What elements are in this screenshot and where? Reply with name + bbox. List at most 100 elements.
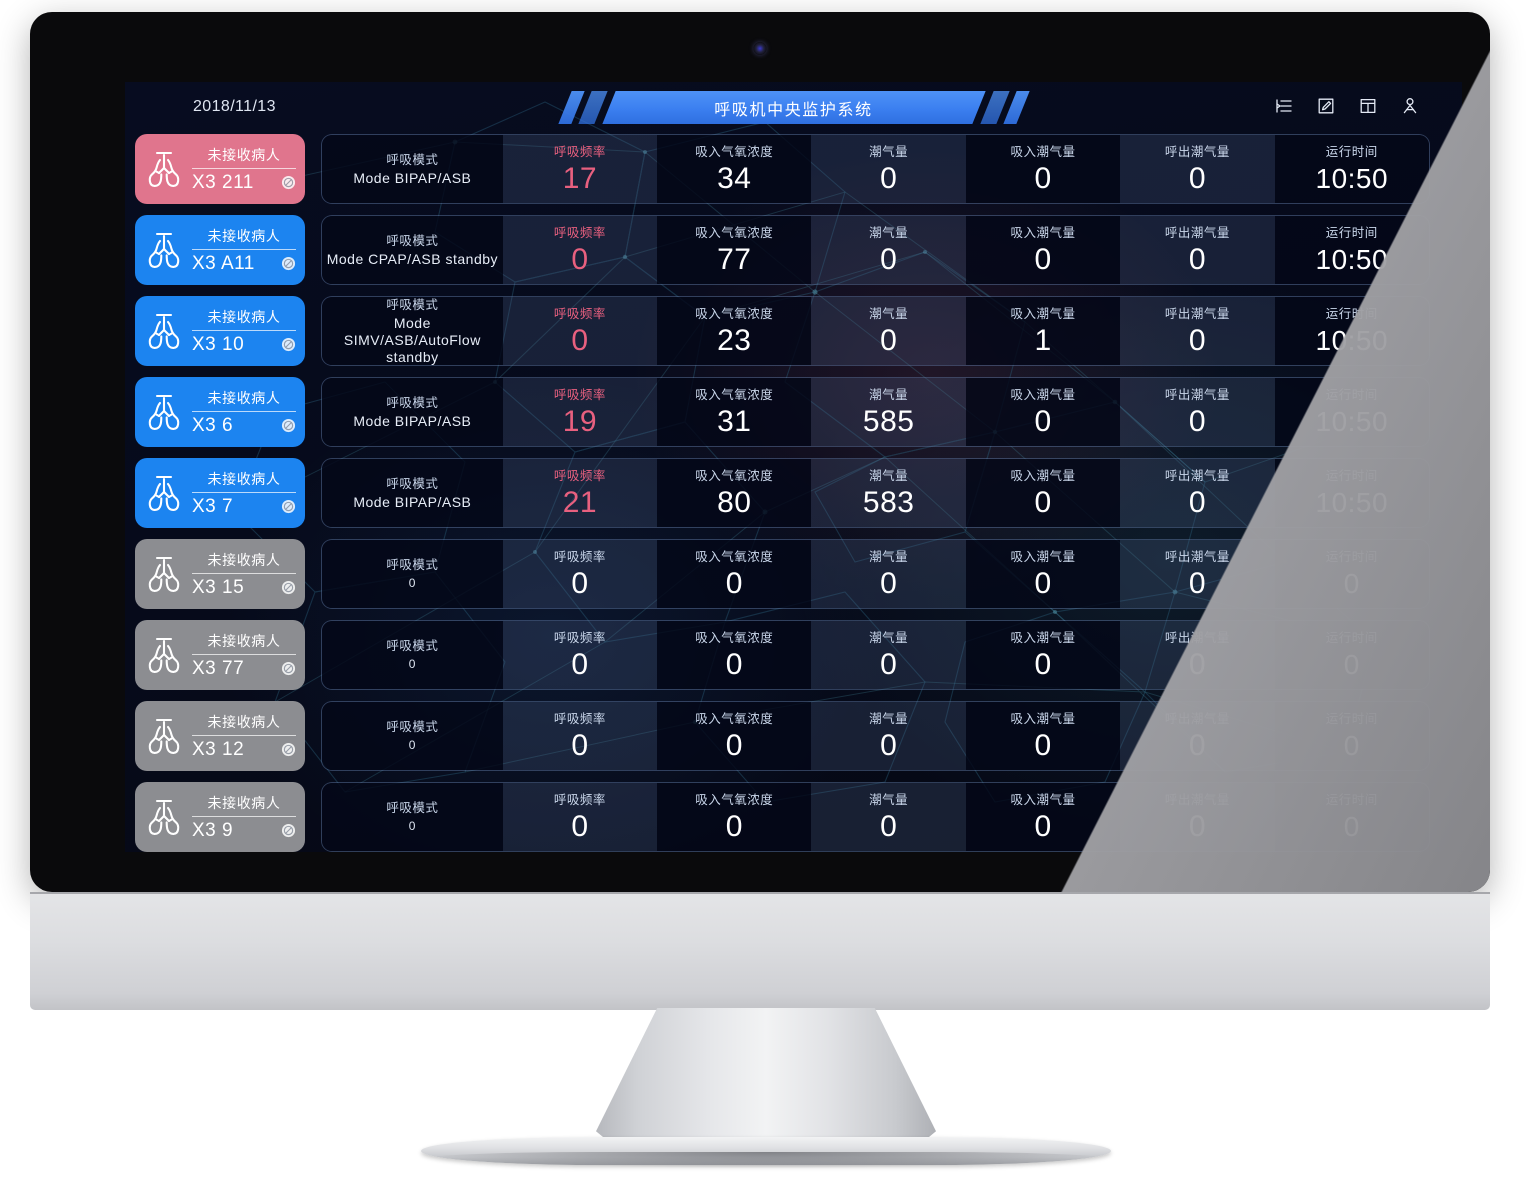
cell-value-tidal_in: 0 [1034, 809, 1052, 843]
cell-value-fio2: 0 [725, 809, 743, 843]
cell-label-fio2: 吸入气氧浓度 [695, 549, 774, 564]
bed-info: 未接收病人 X3 211 [192, 145, 296, 194]
blocked-circle-icon[interactable] [281, 823, 296, 838]
bed-card-x3-7[interactable]: 未接收病人 X3 7 [135, 458, 305, 528]
cell-fio2: 吸入气氧浓度 80 [657, 459, 812, 527]
bed-info: 未接收病人 X3 6 [192, 388, 296, 437]
bed-id-label: X3 12 [192, 738, 245, 760]
bed-divider [192, 491, 296, 493]
cell-label-runtime: 运行时间 [1325, 711, 1378, 726]
bed-status-label: 未接收病人 [207, 227, 281, 244]
cell-tidal_out: 呼出潮气量 0 [1120, 135, 1275, 203]
bed-card-x3-a11[interactable]: 未接收病人 X3 A11 [135, 215, 305, 285]
bed-card-x3-15[interactable]: 未接收病人 X3 15 [135, 539, 305, 609]
cell-value-fio2: 77 [717, 242, 752, 276]
cell-tidal_in: 吸入潮气量 0 [965, 135, 1121, 203]
cell-value-fio2: 34 [717, 161, 752, 195]
cell-label-tidal: 潮气量 [869, 549, 909, 564]
cell-fio2: 吸入气氧浓度 23 [657, 297, 812, 365]
cell-tidal: 潮气量 0 [811, 783, 966, 851]
cell-label-fio2: 吸入气氧浓度 [695, 468, 774, 483]
ventilator-row[interactable]: 呼吸模式 0 呼吸频率 0 吸入气氧浓度 0 潮气量 0 吸入潮气量 0 呼出潮气量 0 运行时间 0 [321, 539, 1430, 609]
cell-label-tidal_out: 呼出潮气量 [1164, 630, 1230, 645]
cell-label-tidal: 潮气量 [869, 387, 909, 402]
cell-label-rate: 呼吸频率 [553, 711, 606, 726]
ventilator-row[interactable]: 呼吸模式 Mode BIPAP/ASB 呼吸频率 21 吸入气氧浓度 80 潮气量 583 吸入… [321, 458, 1430, 528]
cell-label-runtime: 运行时间 [1325, 306, 1378, 321]
chin-edge-line [30, 892, 1490, 894]
monitor-stand-neck [596, 1008, 936, 1148]
cell-value-tidal_in: 0 [1034, 728, 1052, 762]
cell-value-runtime: 0 [1343, 567, 1360, 599]
cell-label-runtime: 运行时间 [1325, 387, 1378, 402]
lung-icon [143, 227, 185, 273]
blocked-circle-icon[interactable] [281, 337, 296, 352]
cell-runtime: 运行时间 10:50 [1274, 216, 1429, 284]
cell-rate: 呼吸频率 0 [502, 216, 658, 284]
lung-icon [143, 551, 185, 597]
blocked-circle-icon[interactable] [281, 580, 296, 595]
bed-divider [192, 410, 296, 412]
bed-info: 未接收病人 X3 12 [192, 712, 296, 761]
cell-label-runtime: 运行时间 [1325, 144, 1378, 159]
ventilator-row[interactable]: 呼吸模式 Mode SIMV/ASB/AutoFlow standby 呼吸频率 0 吸… [321, 296, 1430, 366]
cell-value-tidal: 583 [862, 485, 915, 519]
edit-note-icon[interactable] [1316, 96, 1336, 116]
cell-tidal_out: 呼出潮气量 0 [1120, 459, 1275, 527]
ventilator-row[interactable]: 呼吸模式 0 呼吸频率 0 吸入气氧浓度 0 潮气量 0 吸入潮气量 0 呼出潮气量 0 运行时间 0 [321, 701, 1430, 771]
bed-info: 未接收病人 X3 77 [192, 631, 296, 680]
cell-value-fio2: 0 [725, 647, 743, 681]
blocked-circle-icon[interactable] [281, 661, 296, 676]
bed-status-label: 未接收病人 [207, 146, 281, 163]
bed-info: 未接收病人 X3 7 [192, 469, 296, 518]
bed-card-x3-6[interactable]: 未接收病人 X3 6 [135, 377, 305, 447]
cell-tidal_out: 呼出潮气量 0 [1120, 540, 1275, 608]
stand-shadow [416, 1152, 1116, 1168]
bed-id-label: X3 7 [192, 495, 234, 517]
cell-tidal_out: 呼出潮气量 0 [1120, 702, 1275, 770]
cell-tidal_out: 呼出潮气量 0 [1120, 378, 1275, 446]
bed-card-x3-77[interactable]: 未接收病人 X3 77 [135, 620, 305, 690]
ventilator-row[interactable]: 呼吸模式 Mode BIPAP/ASB 呼吸频率 19 吸入气氧浓度 31 潮气量 585 吸入… [321, 377, 1430, 447]
blocked-circle-icon[interactable] [281, 418, 296, 433]
blocked-circle-icon[interactable] [281, 256, 296, 271]
list-lines-icon[interactable] [1274, 96, 1294, 116]
bed-card-x3-211[interactable]: 未接收病人 X3 211 [135, 134, 305, 204]
monitor-chin [30, 892, 1490, 1010]
bed-card-x3-10[interactable]: 未接收病人 X3 10 [135, 296, 305, 366]
bed-divider [192, 248, 296, 250]
blocked-circle-icon[interactable] [281, 499, 296, 514]
blocked-circle-icon[interactable] [281, 175, 296, 190]
cell-label-tidal_out: 呼出潮气量 [1164, 387, 1230, 402]
cell-tidal: 潮气量 0 [811, 702, 966, 770]
cell-label-rate: 呼吸频率 [553, 144, 606, 159]
date-label: 2018/11/13 [193, 98, 276, 115]
cell-tidal_in: 吸入潮气量 0 [965, 378, 1121, 446]
cell-value-tidal_in: 0 [1034, 485, 1052, 519]
bed-divider [192, 734, 296, 736]
ventilator-row[interactable]: 呼吸模式 0 呼吸频率 0 吸入气氧浓度 0 潮气量 0 吸入潮气量 0 呼出潮气量 0 运行时间 0 [321, 782, 1430, 852]
bed-card-x3-9[interactable]: 未接收病人 X3 9 [135, 782, 305, 852]
bed-status-label: 未接收病人 [207, 308, 281, 325]
cell-tidal_out: 呼出潮气量 0 [1120, 783, 1275, 851]
blocked-circle-icon[interactable] [281, 742, 296, 757]
cell-value-tidal: 0 [880, 242, 898, 276]
cell-value-tidal: 585 [862, 404, 915, 438]
cell-tidal: 潮气量 0 [811, 297, 966, 365]
layout-panel-icon[interactable] [1358, 96, 1378, 116]
cell-label-tidal_in: 吸入潮气量 [1010, 144, 1076, 159]
ventilator-row[interactable]: 呼吸模式 Mode CPAP/ASB standby 呼吸频率 0 吸入气氧浓度 77 潮气… [321, 215, 1430, 285]
cell-tidal_out: 呼出潮气量 0 [1120, 621, 1275, 689]
cell-runtime: 运行时间 10:50 [1274, 135, 1429, 203]
ventilator-row[interactable]: 呼吸模式 0 呼吸频率 0 吸入气氧浓度 0 潮气量 0 吸入潮气量 0 呼出潮气量 0 运行时间 0 [321, 620, 1430, 690]
ventilator-row[interactable]: 呼吸模式 Mode BIPAP/ASB 呼吸频率 17 吸入气氧浓度 34 潮气量 0 吸入潮气… [321, 134, 1430, 204]
bed-card-x3-12[interactable]: 未接收病人 X3 12 [135, 701, 305, 771]
monitor-bezel: 2018/11/13 呼吸机中央监护系统 [30, 12, 1490, 892]
cell-mode: 呼吸模式 Mode SIMV/ASB/AutoFlow standby [322, 297, 503, 365]
cell-value-tidal: 0 [880, 323, 898, 357]
cell-rate: 呼吸频率 0 [502, 702, 658, 770]
cell-value-tidal_in: 0 [1034, 404, 1052, 438]
bed-id-row: X3 A11 [192, 252, 296, 275]
user-account-icon[interactable] [1400, 96, 1420, 116]
cell-tidal: 潮气量 0 [811, 135, 966, 203]
